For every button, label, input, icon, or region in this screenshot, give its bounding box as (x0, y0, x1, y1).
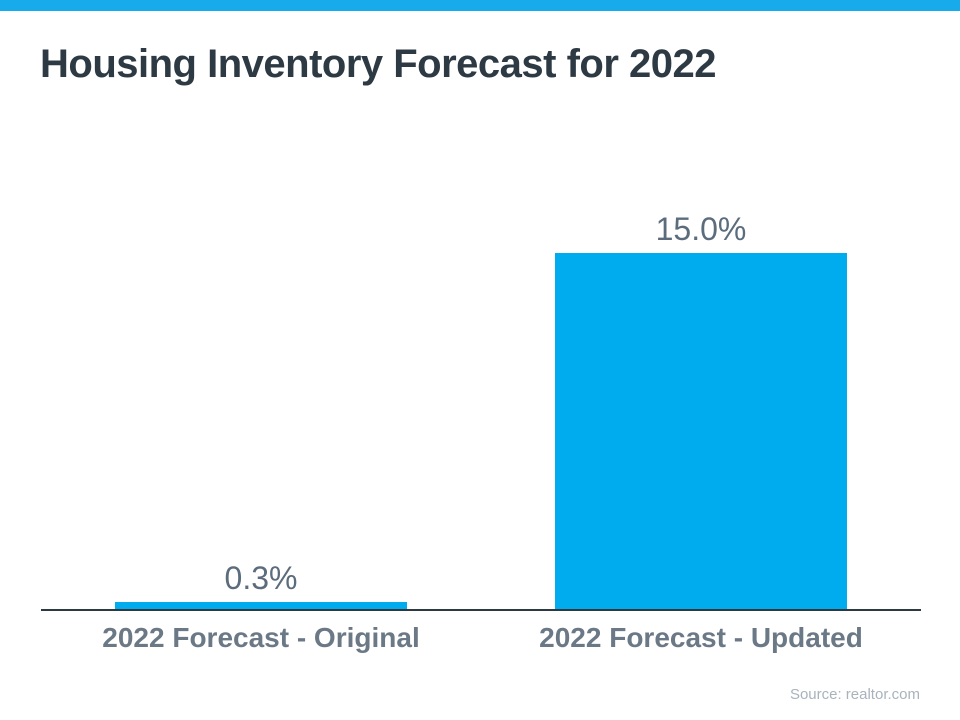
x-axis-line (41, 609, 921, 611)
bar-column: 0.3% (41, 213, 481, 610)
category-label: 2022 Forecast - Original (102, 622, 420, 653)
bar-column: 15.0% (481, 213, 921, 610)
bar (555, 253, 847, 610)
bar-value-label: 0.3% (224, 560, 298, 596)
category-label: 2022 Forecast - Updated (539, 622, 863, 653)
bar (115, 602, 407, 610)
source-note: Source: realtor.com (789, 686, 920, 703)
bar-value-label: 15.0% (655, 211, 747, 247)
category-axis: 2022 Forecast - Original 2022 Forecast - … (41, 622, 921, 654)
top-accent-strip (0, 0, 960, 11)
page-title: Housing Inventory Forecast for 2022 (40, 42, 717, 86)
plot-area: 0.3% 15.0% (41, 213, 921, 610)
